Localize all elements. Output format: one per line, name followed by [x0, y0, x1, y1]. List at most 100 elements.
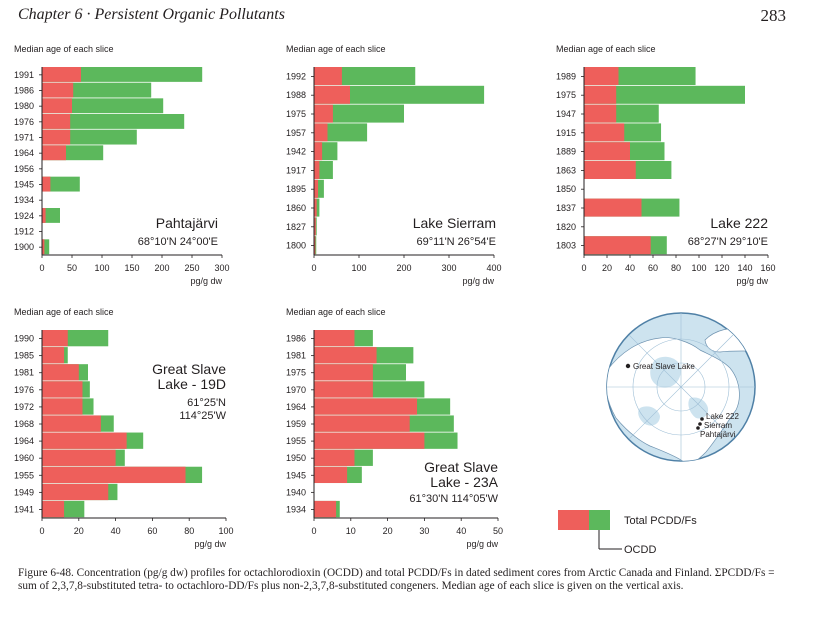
lake-name: Lake Sierram: [413, 215, 496, 231]
bar-ocdd: [314, 217, 316, 236]
x-tick-label: 120: [714, 263, 729, 273]
x-tick-label: 200: [396, 263, 411, 273]
y-tick-label: 1895: [286, 184, 306, 194]
y-tick-label: 1968: [14, 419, 34, 429]
y-axis-title: Median age of each slice: [286, 307, 386, 317]
y-tick-label: 1991: [14, 70, 34, 80]
bar-ocdd: [314, 449, 355, 466]
map-label-pahtajarvi: Pahtajärvi: [700, 430, 736, 439]
lake-coordinates: 61°25'N: [187, 397, 226, 409]
map-dot-pahtajarvi: [696, 426, 700, 430]
y-tick-label: 1850: [556, 184, 576, 194]
y-tick-label: 1986: [14, 86, 34, 96]
y-tick-label: 1988: [286, 90, 306, 100]
y-tick-label: 1947: [556, 109, 576, 119]
bar-ocdd: [314, 466, 348, 484]
bar-ocdd: [314, 236, 316, 255]
bar-ocdd: [314, 500, 337, 518]
x-tick-label: 250: [184, 263, 199, 273]
y-tick-label: 1945: [286, 470, 306, 480]
x-tick-label: 200: [154, 263, 169, 273]
y-tick-label: 1971: [14, 133, 34, 143]
bar-total: [42, 208, 60, 223]
lake-name: Lake 222: [710, 215, 768, 231]
y-tick-label: 1964: [14, 436, 34, 446]
x-tick-label: 60: [648, 263, 658, 273]
bar-ocdd: [314, 179, 319, 198]
bar-ocdd: [314, 432, 425, 449]
page-number: 283: [760, 6, 787, 25]
bar-ocdd: [314, 330, 355, 347]
x-tick-label: 30: [419, 526, 429, 536]
bar-ocdd: [314, 364, 373, 381]
x-tick-label: 100: [218, 526, 233, 536]
lake-name: Lake - 23A: [430, 474, 498, 490]
x-tick-label: 300: [441, 263, 456, 273]
bar-ocdd: [42, 176, 51, 192]
x-tick-label: 40: [625, 263, 635, 273]
y-tick-label: 1964: [286, 402, 306, 412]
y-tick-label: 1970: [286, 385, 306, 395]
bar-ocdd: [584, 85, 617, 104]
chart-4: Median age of each slice 1990 1985 1981 1976…: [14, 307, 234, 549]
y-tick-label: 1803: [556, 241, 576, 251]
y-tick-label: 1957: [286, 128, 306, 138]
bar-ocdd: [314, 398, 418, 415]
bar-ocdd: [584, 161, 636, 179]
x-tick-label: 10: [346, 526, 356, 536]
bar-ocdd: [314, 85, 350, 104]
x-axis-label: pg/g dw: [194, 539, 226, 549]
x-tick-label: 400: [486, 263, 501, 273]
bar-ocdd: [584, 104, 617, 123]
bar-total: [42, 98, 164, 114]
map-label-lake-222: Lake 222: [706, 412, 739, 421]
y-tick-label: 1949: [14, 487, 34, 497]
y-tick-label: 1975: [286, 109, 306, 119]
x-tick-label: 0: [311, 526, 316, 536]
x-tick-label: 40: [456, 526, 466, 536]
chapter-header: Chapter 6 · Persistent Organic Pollutant…: [18, 6, 285, 23]
y-tick-label: 1955: [14, 470, 34, 480]
y-axis-title: Median age of each slice: [14, 307, 114, 317]
y-tick-label: 1976: [14, 117, 34, 127]
y-tick-label: 1972: [14, 402, 34, 412]
x-tick-label: 20: [602, 263, 612, 273]
y-tick-label: 1940: [286, 487, 306, 497]
bar-ocdd: [42, 398, 83, 415]
y-tick-label: 1889: [556, 147, 576, 157]
y-tick-label: 1964: [14, 148, 34, 158]
lake-coordinates: 68°27'N 29°10'E: [688, 236, 768, 248]
bar-total: [584, 85, 745, 104]
bar-ocdd: [42, 145, 66, 161]
bar-ocdd: [42, 381, 83, 398]
x-tick-label: 60: [147, 526, 157, 536]
legend-swatch-ocdd: [558, 510, 589, 530]
x-tick-label: 50: [67, 263, 77, 273]
y-tick-label: 1837: [556, 203, 576, 213]
y-tick-label: 1860: [286, 203, 306, 213]
y-axis-title: Median age of each slice: [556, 44, 656, 54]
y-tick-label: 1985: [14, 351, 34, 361]
bar-ocdd: [314, 161, 320, 179]
y-tick-label: 1990: [14, 334, 34, 344]
arctic-map: Great Slave Lake Lake 222 Sierram Pahtaj…: [606, 312, 756, 462]
bar-total: [42, 67, 203, 82]
y-tick-label: 1981: [14, 368, 34, 378]
y-axis-title: Median age of each slice: [286, 44, 386, 54]
x-tick-label: 100: [691, 263, 706, 273]
x-tick-label: 40: [111, 526, 121, 536]
y-tick-label: 1955: [286, 436, 306, 446]
map-dot-great-slave: [625, 363, 631, 369]
x-tick-label: 80: [671, 263, 681, 273]
bar-ocdd: [314, 347, 377, 364]
y-tick-label: 1941: [14, 504, 34, 514]
lake-coordinates: 69°11'N 26°54'E: [417, 236, 496, 248]
map-land: [607, 328, 755, 461]
x-axis-label: pg/g dw: [190, 276, 222, 286]
y-tick-label: 1800: [286, 241, 306, 251]
bar-ocdd: [42, 415, 101, 432]
bar-ocdd: [314, 142, 323, 161]
bar-ocdd: [314, 381, 373, 398]
map-dot-sierram: [698, 422, 702, 426]
lake-name: Pahtajärvi: [156, 215, 218, 231]
